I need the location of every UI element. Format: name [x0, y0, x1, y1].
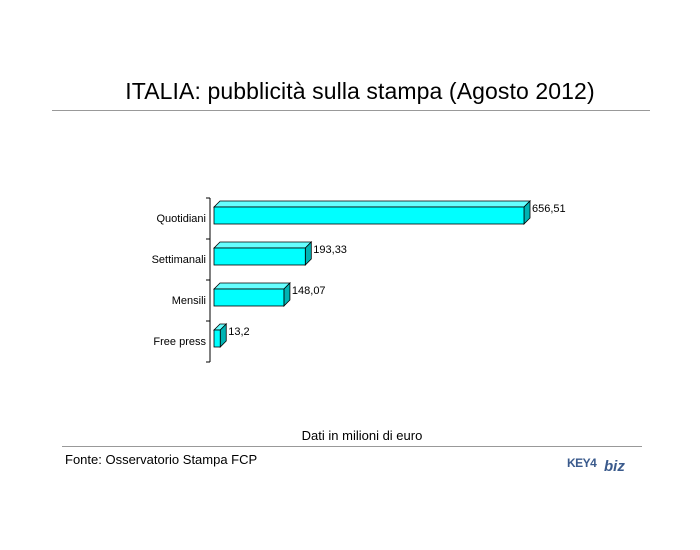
value-label: 148,07: [292, 285, 326, 297]
bar-front-face: [213, 288, 285, 307]
bar-front-face: [213, 206, 525, 225]
category-label: Settimanali: [152, 254, 206, 266]
bar-front-face: [213, 329, 221, 348]
category-label: Free press: [153, 336, 206, 348]
footer-divider: [62, 446, 642, 447]
bar-2: [213, 282, 291, 307]
bar-top-face: [213, 282, 291, 290]
bar-series: 656,51 193,33 148,07 13,2: [213, 200, 566, 348]
key4biz-logo: KEY4 biz: [567, 456, 625, 474]
value-label: 193,33: [313, 244, 347, 256]
title-divider: [52, 110, 650, 111]
source-note: Fonte: Osservatorio Stampa FCP: [65, 452, 258, 467]
bar-top-face: [213, 200, 531, 208]
chart-title: ITALIA: pubblicità sulla stampa (Agosto …: [125, 78, 595, 104]
category-label: Mensili: [172, 295, 206, 307]
category-label: Quotidiani: [156, 213, 206, 225]
bar-top-face: [213, 241, 313, 249]
category-axis: Quotidiani Settimanali Mensili Free press: [152, 197, 211, 363]
unit-note: Dati in milioni di euro: [301, 428, 423, 443]
value-label: 656,51: [532, 203, 566, 215]
svg-text:KEY4: KEY4: [567, 456, 597, 470]
bar-1: [213, 241, 313, 266]
value-label: 13,2: [228, 326, 249, 338]
bar-front-face: [213, 247, 306, 266]
bar-0: [213, 200, 531, 225]
bar-3: [213, 323, 228, 348]
svg-text:biz: biz: [604, 458, 625, 474]
